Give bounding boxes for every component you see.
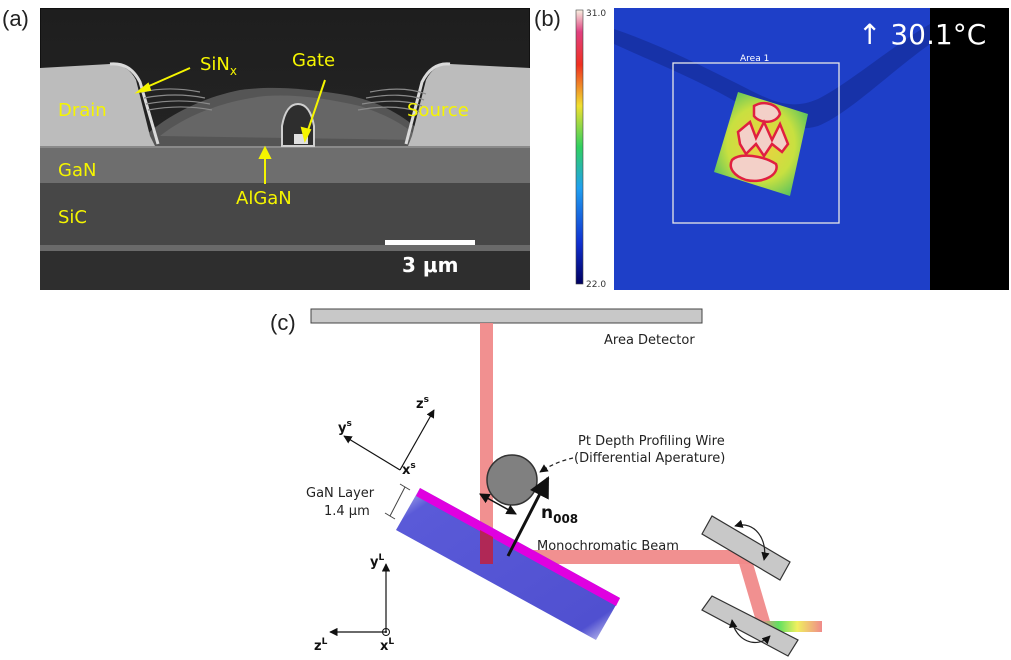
thermal-image-panel: 31.0 22.0 Area 1 ↑ 30.1°C	[575, 8, 1009, 290]
panel-b-label: (b)	[534, 6, 561, 31]
n008-vector	[506, 476, 550, 557]
diffraction-schematic: Area Detector Pt Depth Profiling Wire (D…	[306, 308, 822, 657]
wire-label-line-2: (Differential Aperature)	[574, 451, 725, 466]
lab-y-axis-label: yL	[370, 553, 384, 570]
temperature-readout: ↑ 30.1°C	[858, 18, 986, 51]
area-detector-label: Area Detector	[604, 333, 695, 348]
gan-label: GaN	[58, 160, 96, 181]
beam-label: Monochromatic Beam	[537, 539, 679, 554]
area-1-label: Area 1	[740, 54, 769, 64]
lab-x-axis-label: xL	[380, 637, 394, 654]
gan-thickness-label: 1.4 μm	[324, 504, 370, 519]
drain-label: Drain	[58, 100, 107, 121]
colorbar-min-label: 22.0	[586, 280, 606, 290]
scale-bar-label: 3 μm	[402, 253, 458, 277]
gate-label: Gate	[292, 50, 335, 71]
colorbar	[575, 9, 584, 285]
algan-label: AlGaN	[236, 188, 292, 209]
scale-bar	[385, 240, 475, 245]
n008-label: n008	[541, 503, 578, 526]
panel-a-label: (a)	[2, 6, 29, 31]
colorbar-max-label: 31.0	[586, 9, 606, 19]
gan-layer-label: GaN Layer	[306, 486, 375, 501]
sic-label: SiC	[58, 207, 87, 228]
gan-layer	[396, 488, 620, 640]
source-label: Source	[407, 100, 469, 121]
sem-cross-section-image: SiNx Gate Drain Source GaN AlGaN SiC 3 μ…	[40, 8, 530, 290]
panel-c-label: (c)	[270, 310, 296, 335]
sample-x-axis-label: xs	[402, 461, 416, 478]
area-detector	[310, 308, 703, 324]
monochromator-crystal-lower	[701, 595, 799, 657]
polychromatic-beam	[760, 621, 822, 632]
sinx-label: SiNx	[200, 54, 237, 78]
area-1-box	[672, 62, 840, 224]
lab-z-axis-label: zL	[314, 637, 328, 654]
pt-wire	[486, 454, 538, 506]
monochromator-crystal-upper	[701, 515, 791, 581]
wire-label-line-1: Pt Depth Profiling Wire	[578, 434, 725, 449]
sample-z-axis-label: zs	[416, 395, 429, 412]
sample-y-axis-label: ys	[338, 419, 352, 436]
